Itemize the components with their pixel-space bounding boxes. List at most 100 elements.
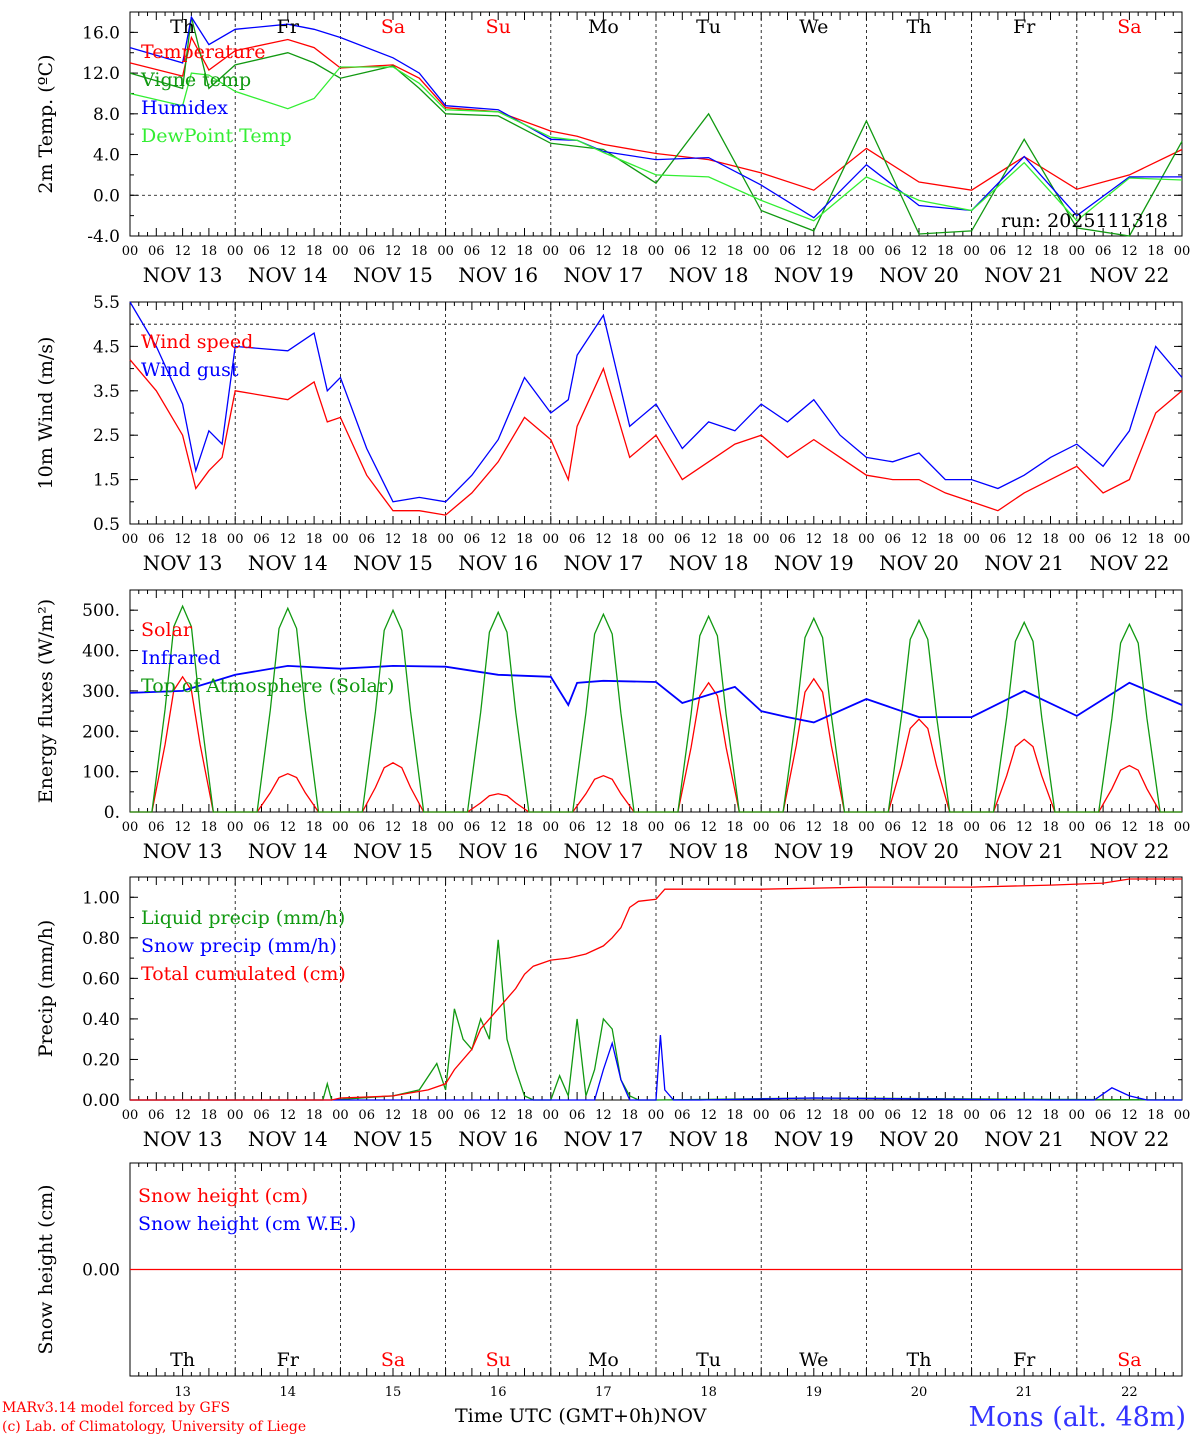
y-tick-label: 12.0 [82, 64, 120, 84]
hour-tick-label: 00 [753, 244, 770, 259]
date-label: NOV 18 [669, 263, 749, 287]
hour-tick-label: 18 [621, 1108, 638, 1123]
hour-tick-label: 18 [201, 244, 218, 259]
hour-tick-label: 12 [806, 532, 823, 547]
date-label: NOV 17 [564, 1127, 644, 1151]
hour-tick-label: 06 [884, 532, 901, 547]
date-label: NOV 18 [669, 551, 749, 575]
hour-tick-label: 18 [306, 532, 323, 547]
date-label: NOV 16 [458, 551, 538, 575]
date-label: NOV 17 [564, 263, 644, 287]
weekday-label: Fr [277, 16, 300, 38]
hour-tick-label: 12 [1016, 820, 1033, 835]
series-line [130, 675, 1182, 813]
run-annotation: run: 2025111318 [1001, 210, 1168, 232]
hour-tick-label: 06 [990, 532, 1007, 547]
series-line [130, 939, 1183, 1101]
series-line [129, 359, 1183, 516]
hour-tick-label: 06 [1095, 244, 1112, 259]
date-label: NOV 21 [984, 551, 1064, 575]
weekday-label: Sa [1117, 1349, 1141, 1371]
date-label: NOV 19 [774, 839, 854, 863]
hour-tick-label: 00 [332, 1108, 349, 1123]
y-tick-label: 1.5 [93, 471, 120, 491]
weekday-label: Su [486, 1349, 511, 1371]
hour-tick-label: 06 [674, 1108, 691, 1123]
hour-tick-label: 06 [253, 1108, 270, 1123]
hour-tick-label: 12 [1121, 820, 1138, 835]
hour-tick-label: 12 [385, 244, 402, 259]
date-label: NOV 14 [248, 839, 328, 863]
hour-tick-label: 00 [543, 820, 560, 835]
date-label: NOV 13 [143, 263, 223, 287]
series-line [129, 301, 1183, 503]
hour-tick-label: 06 [779, 532, 796, 547]
hour-tick-label: 06 [884, 820, 901, 835]
weekday-label: Mo [588, 16, 619, 38]
hour-tick-label: 00 [753, 532, 770, 547]
y-tick-label: -4.0 [87, 227, 120, 247]
panel-frame-temp [129, 11, 1183, 237]
hour-tick-label: 06 [674, 532, 691, 547]
hour-tick-label: 00 [543, 244, 560, 259]
date-label: NOV 22 [1090, 263, 1170, 287]
y-tick-label: 16.0 [82, 23, 120, 43]
hour-tick-label: 18 [1147, 1108, 1164, 1123]
legend-entry: Solar [141, 619, 193, 641]
hour-tick-label: 06 [569, 532, 586, 547]
hour-tick-label: 00 [543, 1108, 560, 1123]
hour-tick-label: 12 [1016, 1108, 1033, 1123]
hour-tick-label: 06 [148, 820, 165, 835]
hour-tick-label: 18 [727, 820, 744, 835]
day-number-label: 14 [280, 1385, 297, 1400]
weekday-label: Th [170, 1349, 195, 1371]
date-label: NOV 15 [353, 839, 433, 863]
hour-tick-label: 00 [1174, 532, 1191, 547]
date-label: NOV 22 [1090, 1127, 1170, 1151]
hour-tick-label: 18 [1147, 244, 1164, 259]
hour-tick-label: 00 [753, 1108, 770, 1123]
series-line [129, 35, 1183, 191]
hour-tick-label: 18 [832, 244, 849, 259]
hour-tick-label: 00 [437, 532, 454, 547]
hour-tick-label: 12 [1016, 244, 1033, 259]
hour-tick-label: 00 [648, 532, 665, 547]
weekday-label: Th [907, 1349, 932, 1371]
hour-tick-label: 18 [516, 532, 533, 547]
y-axis-label: Energy fluxes (W/m²) [35, 599, 57, 803]
hour-tick-label: 00 [1174, 820, 1191, 835]
meteogram: -4.0 0.0 4.0 8.0 12.0 16.0 2m Temp. (ºC) 00 06 12… [35, 11, 1191, 1400]
weekday-label: Tu [696, 1349, 721, 1371]
hour-tick-label: 18 [1147, 532, 1164, 547]
day-number-label: 16 [490, 1385, 507, 1400]
hour-tick-label: 12 [385, 820, 402, 835]
hour-tick-label: 06 [253, 244, 270, 259]
y-axis-label: 10m Wind (m/s) [35, 337, 57, 490]
hour-tick-label: 00 [332, 244, 349, 259]
date-label: NOV 16 [458, 263, 538, 287]
hour-tick-label: 00 [648, 1108, 665, 1123]
legend-entry: DewPoint Temp [141, 125, 292, 147]
weekday-label: We [799, 1349, 828, 1371]
hour-tick-label: 18 [727, 532, 744, 547]
y-tick-label: 100. [82, 763, 120, 783]
time-label: Time UTC (GMT+0h) [455, 1405, 661, 1427]
date-label: NOV 14 [248, 1127, 328, 1151]
hour-tick-label: 18 [621, 820, 638, 835]
date-label: NOV 20 [879, 551, 959, 575]
hour-tick-label: 00 [227, 532, 244, 547]
hour-tick-label: 12 [174, 244, 191, 259]
hour-tick-label: 18 [1042, 244, 1059, 259]
date-label: NOV 22 [1090, 551, 1170, 575]
hour-tick-label: 00 [858, 820, 875, 835]
y-axis-label: Precip (mm/h) [35, 920, 57, 1058]
hour-tick-label: 00 [227, 244, 244, 259]
legend-entry: Wind gust [141, 359, 239, 381]
hour-tick-label: 06 [148, 532, 165, 547]
hour-tick-label: 18 [621, 244, 638, 259]
hour-tick-label: 06 [358, 820, 375, 835]
hour-tick-label: 00 [1069, 1108, 1086, 1123]
date-label: NOV 19 [774, 551, 854, 575]
hour-tick-label: 00 [1069, 820, 1086, 835]
day-number-label: 21 [1016, 1385, 1033, 1400]
